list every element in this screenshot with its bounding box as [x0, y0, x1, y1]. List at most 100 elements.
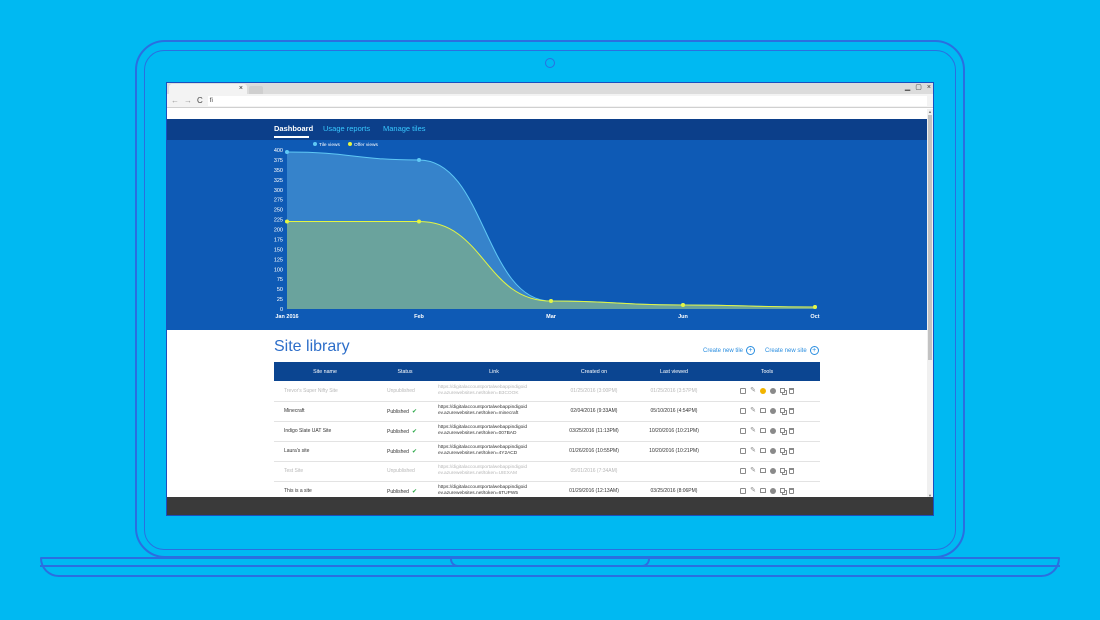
delete-icon[interactable] [789, 427, 794, 434]
image-icon[interactable] [740, 447, 746, 454]
site-name[interactable]: Test Site [274, 461, 376, 482]
edit-icon[interactable]: ✎ [750, 386, 756, 394]
table-row[interactable]: This is a site Published ✔ https://digitala… [274, 481, 820, 498]
tools-cell: ✎ [714, 381, 820, 402]
tab-dashboard[interactable]: Dashboard [274, 124, 314, 133]
copy-icon[interactable] [780, 468, 785, 474]
table-row[interactable]: Laura's site Published ✔ https://digitalacc… [274, 441, 820, 462]
y-tick-label: 100 [274, 267, 283, 273]
scroll-down-icon[interactable]: ▼ [928, 493, 932, 498]
tab-usage-reports[interactable]: Usage reports [323, 124, 371, 133]
site-link[interactable]: https://digitalaccountportalwebappindigo… [434, 481, 554, 498]
lock-icon[interactable] [760, 408, 766, 414]
site-name[interactable]: Laura's site [274, 441, 376, 462]
delete-icon[interactable] [789, 387, 794, 394]
created-on: 05/01/2016 (7:34AM) [554, 461, 634, 482]
table-row[interactable]: Indigo Slate UAT Site Published ✔ https://d… [274, 421, 820, 442]
image-icon[interactable] [740, 467, 746, 474]
delete-icon[interactable] [789, 447, 794, 454]
site-link[interactable]: https://digitalaccountportalwebappindigo… [434, 381, 554, 402]
minimize-icon[interactable]: ▁ [904, 84, 911, 91]
close-icon[interactable]: × [238, 85, 243, 92]
copy-icon[interactable] [780, 448, 785, 454]
site-link[interactable]: https://digitalaccountportalwebappindigo… [434, 461, 554, 482]
plus-circle-icon: + [809, 346, 819, 355]
link-line-2: ev.azurewebsites.net/token=B3COOK [438, 390, 519, 396]
browser-tab[interactable]: × [169, 84, 247, 94]
delete-icon[interactable] [789, 467, 794, 474]
delete-icon[interactable] [789, 407, 794, 414]
site-link[interactable]: https://digitalaccountportalwebappindigo… [434, 441, 554, 462]
lock-icon[interactable] [760, 448, 766, 454]
copy-icon[interactable] [780, 388, 785, 394]
lock-icon[interactable] [760, 468, 766, 474]
table-row[interactable]: Trevor's Super Nifty Site Unpublished http… [274, 381, 820, 402]
tools-cell: ✎ [714, 481, 820, 498]
site-link[interactable]: https://digitalaccountportalwebappindigo… [434, 401, 554, 422]
edit-icon[interactable]: ✎ [750, 486, 756, 494]
settings-icon[interactable] [770, 487, 776, 494]
site-name[interactable]: Indigo Slate UAT Site [274, 421, 376, 442]
scrollbar[interactable]: ▲ ▼ [927, 109, 933, 498]
edit-icon[interactable]: ✎ [750, 466, 756, 474]
y-tick-label: 400 [274, 148, 283, 154]
column-last-viewed[interactable]: Last viewed [660, 368, 688, 375]
table-row[interactable]: Test Site Unpublished https://digitalaccou… [274, 461, 820, 482]
edit-icon[interactable]: ✎ [750, 406, 756, 414]
site-name[interactable]: Trevor's Super Nifty Site [274, 381, 376, 402]
settings-icon[interactable] [770, 447, 776, 454]
y-tick-label: 300 [274, 188, 283, 194]
image-icon[interactable] [740, 427, 746, 434]
create-new-site-button[interactable]: Create new site + [765, 346, 819, 355]
lock-icon[interactable] [760, 488, 766, 494]
back-icon[interactable]: ← [171, 95, 179, 105]
column-created-on[interactable]: Created on [580, 368, 608, 375]
site-status: Published ✔ [376, 481, 434, 498]
x-tick-label: Feb [414, 314, 424, 320]
address-bar[interactable]: fi [207, 95, 927, 106]
settings-icon[interactable] [770, 427, 776, 434]
settings-icon[interactable] [770, 387, 776, 394]
y-tick-label: 125 [274, 257, 283, 263]
check-icon: ✔ [411, 488, 417, 495]
browser-toolbar: ← → C fi [167, 94, 933, 108]
site-name[interactable]: Minecraft [274, 401, 376, 422]
image-icon[interactable] [740, 487, 746, 494]
site-status: Published ✔ [376, 401, 434, 422]
warning-icon[interactable] [760, 387, 766, 394]
copy-icon[interactable] [780, 428, 785, 434]
settings-icon[interactable] [770, 407, 776, 414]
scroll-thumb[interactable] [928, 115, 932, 360]
site-link[interactable]: https://digitalaccountportalwebappindigo… [434, 421, 554, 442]
link-line-1: https://digitalaccountportalwebappindigo… [438, 384, 528, 390]
lock-icon[interactable] [760, 428, 766, 434]
delete-icon[interactable] [789, 487, 794, 494]
y-tick-label: 200 [274, 228, 283, 234]
close-window-icon[interactable]: × [926, 84, 931, 91]
forward-icon[interactable]: → [184, 95, 192, 105]
copy-icon[interactable] [780, 488, 785, 494]
legend-label: Offer views [354, 142, 379, 148]
new-tab-button[interactable] [249, 86, 263, 94]
tab-manage-tiles[interactable]: Manage tiles [383, 124, 426, 133]
y-tick-label: 275 [274, 198, 283, 204]
reload-icon[interactable]: C [197, 95, 203, 105]
column-link[interactable]: Link [489, 368, 499, 375]
y-tick-label: 375 [274, 158, 283, 164]
table-row[interactable]: Minecraft Published ✔ https://digitalaccoun… [274, 401, 820, 422]
column-site-name[interactable]: Site name [313, 368, 337, 375]
copy-icon[interactable] [780, 408, 785, 414]
settings-icon[interactable] [770, 467, 776, 474]
maximize-icon[interactable]: ▢ [915, 84, 922, 91]
create-new-tile-label: Create new tile [703, 347, 744, 354]
image-icon[interactable] [740, 407, 746, 414]
scroll-up-icon[interactable]: ▲ [928, 109, 932, 114]
edit-icon[interactable]: ✎ [750, 446, 756, 454]
tools-cell: ✎ [714, 461, 820, 482]
site-name[interactable]: This is a site [274, 481, 376, 498]
y-tick-label: 150 [274, 247, 283, 253]
column-status[interactable]: Status [397, 368, 413, 375]
create-new-tile-button[interactable]: Create new tile + [703, 346, 756, 355]
edit-icon[interactable]: ✎ [750, 426, 756, 434]
image-icon[interactable] [740, 387, 746, 394]
